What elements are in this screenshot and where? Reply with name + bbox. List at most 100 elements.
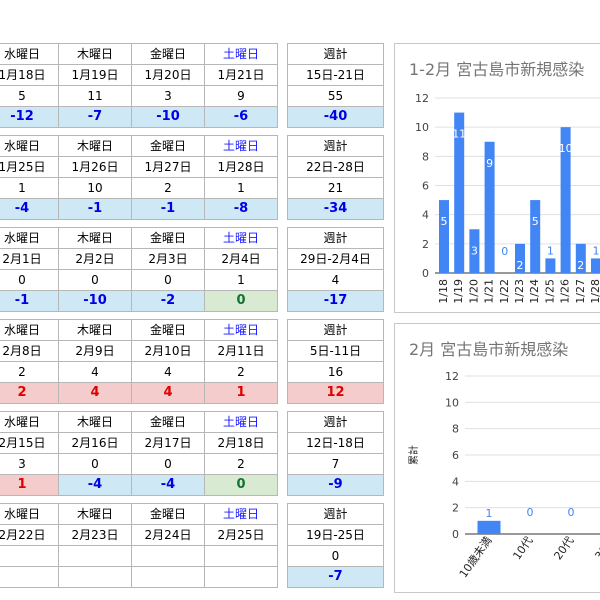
count-cell: 1 xyxy=(204,177,278,199)
days-row: 水曜日 木曜日 金曜日 土曜日 xyxy=(0,503,278,525)
total-range-row: 22日-28日 xyxy=(287,156,384,178)
total-count: 16 xyxy=(287,361,384,383)
x-tick-label: 30代 xyxy=(592,534,600,562)
diff-cell: 1 xyxy=(0,474,59,496)
days-row: 水曜日 木曜日 金曜日 土曜日 xyxy=(0,135,278,157)
diff-cell xyxy=(0,566,59,588)
y-tick-label: 4 xyxy=(422,209,429,222)
total-count-row: 55 xyxy=(287,85,384,107)
weekday-cell: 水曜日 xyxy=(0,503,59,525)
dates-row: 2月1日 2月2日 2月3日 2月4日 xyxy=(0,248,278,270)
total-diff-row: -17 xyxy=(287,290,384,312)
total-label-row: 週計 xyxy=(287,411,384,433)
count-cell: 3 xyxy=(0,453,59,475)
total-label-row: 週計 xyxy=(287,227,384,249)
days-row: 水曜日 木曜日 金曜日 土曜日 xyxy=(0,43,278,65)
diff-cell: -1 xyxy=(131,198,205,220)
chart-title-age: 2月 宮古島市新規感染 xyxy=(409,340,569,359)
dates-row: 2月22日 2月23日 2月24日 2月25日 xyxy=(0,524,278,546)
week-table: 水曜日 木曜日 金曜日 土曜日 2月1日 2月2日 2月3日 2月4日 0 0 0 1 -1 -10 -2 0 xyxy=(0,227,278,312)
date-cell: 2月4日 xyxy=(204,248,278,270)
x-tick-label: 20代 xyxy=(551,534,576,562)
weekday-cell: 水曜日 xyxy=(0,135,59,157)
total-diff-row: -34 xyxy=(287,198,384,220)
count-cell: 0 xyxy=(131,453,205,475)
weekday-cell: 木曜日 xyxy=(58,227,132,249)
diff-cell: -6 xyxy=(204,106,278,128)
x-tick-label: 1/18 xyxy=(437,279,450,304)
count-cell: 11 xyxy=(58,85,132,107)
data-label: 3 xyxy=(471,244,478,257)
diff-cell: -10 xyxy=(131,106,205,128)
date-cell: 2月22日 xyxy=(0,524,59,546)
weekday-cell: 木曜日 xyxy=(58,503,132,525)
y-tick-label: 0 xyxy=(422,267,429,280)
data-label: 0 xyxy=(501,245,508,258)
diff-cell: -4 xyxy=(131,474,205,496)
date-cell: 1月21日 xyxy=(204,64,278,86)
x-tick-label: 1/20 xyxy=(467,279,480,304)
weekday-cell: 木曜日 xyxy=(58,411,132,433)
date-cell: 1月19日 xyxy=(58,64,132,86)
count-cell xyxy=(0,545,59,567)
total-range: 29日-2月4日 xyxy=(287,248,384,270)
weekday-cell: 水曜日 xyxy=(0,227,59,249)
y-tick-label: 2 xyxy=(422,238,429,251)
total-label: 週計 xyxy=(287,503,384,525)
y-axis-label: 累計 xyxy=(407,445,420,465)
date-cell: 2月8日 xyxy=(0,340,59,362)
count-cell: 1 xyxy=(204,269,278,291)
total-label: 週計 xyxy=(287,411,384,433)
total-range-row: 12日-18日 xyxy=(287,432,384,454)
data-label: 5 xyxy=(532,215,539,228)
bar xyxy=(591,258,600,273)
count-cell xyxy=(131,545,205,567)
diffs-row xyxy=(0,566,278,588)
y-tick-label: 8 xyxy=(422,150,429,163)
x-tick-label: 10歳未満 xyxy=(457,534,495,580)
weekday-cell: 水曜日 xyxy=(0,43,59,65)
count-cell: 2 xyxy=(131,177,205,199)
total-count-row: 21 xyxy=(287,177,384,199)
data-label: 0 xyxy=(527,506,534,519)
y-tick-label: 10 xyxy=(445,396,459,409)
chart-title-daily: 1-2月 宮古島市新規感染 xyxy=(409,60,585,79)
diff-cell: -1 xyxy=(0,290,59,312)
bar xyxy=(477,520,501,534)
date-cell: 2月16日 xyxy=(58,432,132,454)
count-cell: 0 xyxy=(58,453,132,475)
date-cell: 2月18日 xyxy=(204,432,278,454)
x-tick-label: 10代 xyxy=(510,534,535,562)
date-cell: 2月2日 xyxy=(58,248,132,270)
count-cell: 1 xyxy=(0,177,59,199)
diffs-row: -1 -10 -2 0 xyxy=(0,290,278,312)
bar xyxy=(560,127,571,274)
total-label: 週計 xyxy=(287,227,384,249)
diff-cell: -1 xyxy=(58,198,132,220)
diff-cell: -7 xyxy=(58,106,132,128)
x-tick-label: 1/22 xyxy=(498,279,511,304)
total-label-row: 週計 xyxy=(287,43,384,65)
counts-row xyxy=(0,545,278,567)
total-diff: 12 xyxy=(287,382,384,404)
total-diff: -17 xyxy=(287,290,384,312)
date-cell: 2月1日 xyxy=(0,248,59,270)
weekday-cell: 土曜日 xyxy=(204,135,278,157)
total-label: 週計 xyxy=(287,319,384,341)
dates-row: 2月15日 2月16日 2月17日 2月18日 xyxy=(0,432,278,454)
counts-row: 1 10 2 1 xyxy=(0,177,278,199)
diff-cell: 4 xyxy=(58,382,132,404)
count-cell xyxy=(204,545,278,567)
weekday-cell: 土曜日 xyxy=(204,319,278,341)
y-tick-label: 0 xyxy=(452,528,459,541)
data-label: 5 xyxy=(441,215,448,228)
total-diff: -34 xyxy=(287,198,384,220)
date-cell: 1月26日 xyxy=(58,156,132,178)
week-table: 水曜日 木曜日 金曜日 土曜日 2月22日 2月23日 2月24日 2月25日 xyxy=(0,503,278,588)
weekday-cell: 金曜日 xyxy=(131,411,205,433)
chart-panel-daily: 1-2月 宮古島市新規感染 0 2 4 6 8 10 12 5 1/18 11 1/19 3 1/20 9… xyxy=(394,43,600,313)
data-label: 1 xyxy=(486,507,493,520)
total-diff: -40 xyxy=(287,106,384,128)
total-range: 12日-18日 xyxy=(287,432,384,454)
